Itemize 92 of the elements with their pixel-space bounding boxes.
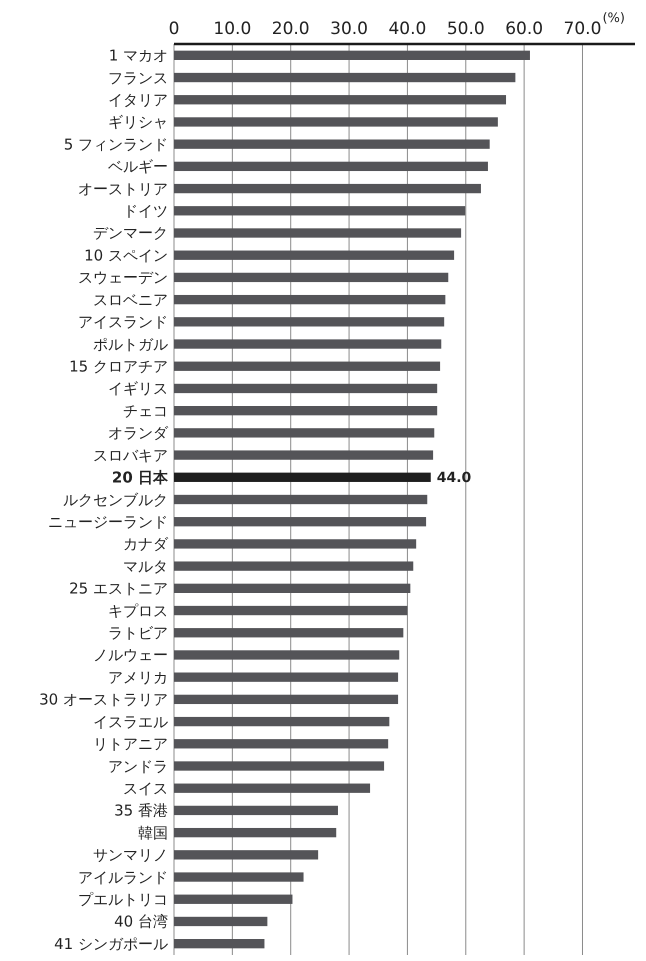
bar: [174, 472, 431, 482]
y-tick-label: スロバキア: [93, 446, 168, 464]
y-tick-label: アイルランド: [78, 868, 168, 886]
y-tick-label: アンドラ: [108, 757, 168, 776]
y-tick-label: ギリシャ: [108, 113, 168, 132]
bar: [174, 694, 398, 704]
bar: [174, 428, 434, 438]
y-tick-label: 35 香港: [114, 802, 168, 820]
bar: [174, 50, 530, 60]
y-tick-label: アメリカ: [108, 668, 168, 686]
bar: [174, 384, 438, 394]
y-tick-label: オーストリア: [78, 180, 168, 198]
bar: [174, 539, 416, 549]
y-tick-label: イギリス: [108, 380, 168, 398]
y-tick-label: ノルウェー: [93, 646, 168, 664]
y-tick-label: プエルトリコ: [78, 890, 168, 909]
bar: [174, 139, 490, 149]
y-tick-label: チェコ: [123, 402, 168, 420]
bar: [174, 939, 264, 948]
x-axis-title: (%): [602, 11, 625, 26]
y-tick-label: サンマリノ: [93, 846, 168, 864]
bar: [174, 628, 404, 638]
data-label: 44.0: [436, 470, 472, 486]
bar: [174, 806, 338, 816]
bar: [174, 406, 438, 416]
y-tick-label: ラトビア: [108, 624, 168, 642]
bar: [174, 294, 446, 304]
bar: [174, 72, 516, 82]
y-tick-label: スウェーデン: [78, 268, 168, 287]
bar: [174, 872, 304, 882]
bar: [174, 850, 318, 860]
x-tick-label: 0: [168, 19, 180, 39]
y-tick-label: 20 日本: [112, 468, 169, 487]
y-tick-label: 15 クロアチア: [69, 358, 168, 376]
bar: [174, 828, 336, 838]
bar: [174, 606, 408, 616]
bar: [174, 228, 462, 238]
bar: [174, 916, 268, 926]
y-tick-label: カナダ: [123, 535, 169, 554]
x-tick-label: 70.0: [564, 19, 602, 39]
y-tick-label: イタリア: [108, 90, 168, 109]
y-tick-label: ベルギー: [108, 158, 168, 176]
y-tick-label: 5 フィンランド: [64, 135, 168, 154]
bar: [174, 716, 390, 726]
bar: [174, 761, 384, 771]
x-tick-label: 40.0: [388, 19, 426, 39]
bar: [174, 739, 388, 748]
bar: [174, 184, 481, 194]
x-tick-label: 30.0: [330, 19, 368, 39]
x-tick-label: 50.0: [446, 19, 485, 39]
bar: [174, 250, 454, 260]
y-tick-label: 25 エストニア: [69, 580, 168, 598]
x-tick-label: 10.0: [213, 19, 252, 39]
bar: [174, 162, 488, 172]
y-tick-label: スイス: [123, 779, 168, 798]
bar: [174, 450, 434, 460]
y-tick-label: イスラエル: [93, 712, 168, 731]
y-tick-label: 韓国: [138, 824, 168, 842]
bar: [174, 206, 466, 216]
y-tick-label: 41 シンガポール: [54, 934, 168, 953]
bar: [174, 894, 292, 904]
y-tick-label: 30 オーストラリア: [39, 690, 168, 709]
bar: [174, 650, 400, 660]
y-tick-label: マルタ: [123, 557, 168, 576]
y-tick-label: ニュージーランド: [48, 512, 168, 531]
y-tick-label: オランダ: [108, 424, 169, 442]
bar: [174, 95, 506, 104]
bar: [174, 317, 444, 326]
x-tick-label: 20.0: [272, 19, 310, 39]
y-tick-label: ドイツ: [123, 202, 168, 220]
bar: [174, 672, 398, 682]
y-tick-label: ポルトガル: [93, 335, 168, 354]
y-tick-label: ルクセンブルク: [63, 490, 168, 509]
y-tick-label: キプロス: [108, 602, 168, 620]
bar: [174, 494, 428, 504]
y-tick-label: リトアニア: [93, 735, 168, 754]
y-tick-label: 10 スペイン: [84, 246, 168, 264]
y-tick-label: フランス: [108, 68, 168, 87]
bar: [174, 339, 442, 349]
x-tick-label: 60.0: [505, 19, 544, 39]
bar: [174, 561, 414, 571]
y-tick-label: アイスランド: [78, 313, 168, 332]
y-tick-label: 40 台湾: [114, 912, 168, 931]
bar: [174, 117, 498, 127]
bar: [174, 517, 426, 526]
y-tick-label: スロベニア: [93, 290, 168, 309]
bar: [174, 584, 410, 593]
bar: [174, 784, 370, 793]
bar: [174, 272, 448, 282]
y-tick-label: 1 マカオ: [108, 46, 168, 65]
y-tick-label: デンマーク: [93, 224, 168, 242]
bar: [174, 362, 440, 371]
